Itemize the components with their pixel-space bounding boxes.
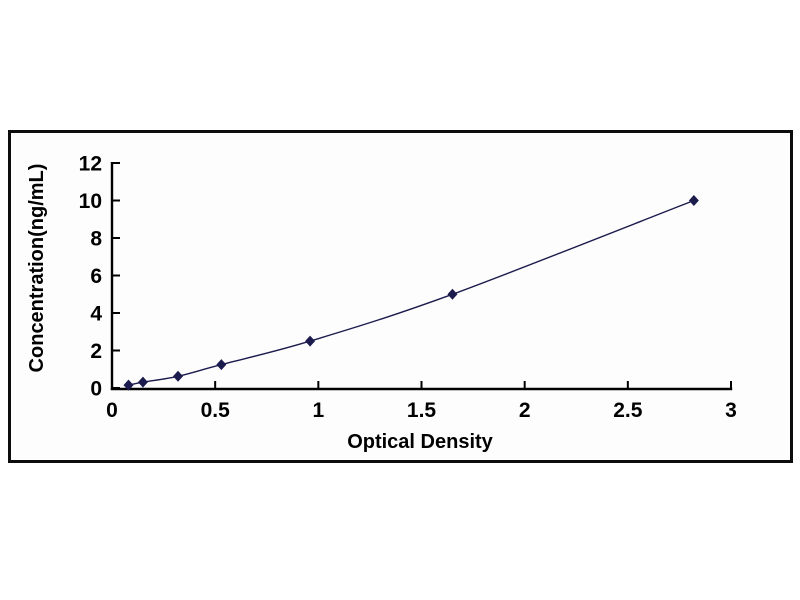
data-point-marker (216, 359, 227, 371)
series-line (128, 199, 695, 386)
x-tick-label: 1.5 (407, 399, 437, 422)
data-point-marker (173, 370, 184, 382)
data-point-marker (305, 335, 316, 347)
x-tick-label: 3 (725, 399, 737, 422)
y-tick-label: 6 (90, 265, 102, 288)
y-tick-label: 0 (90, 378, 102, 401)
y-tick-label: 12 (79, 153, 102, 176)
data-series (123, 195, 699, 391)
data-point-marker (137, 376, 148, 388)
x-tick-label: 0.5 (201, 399, 231, 422)
x-tick-label: 2 (519, 399, 531, 422)
axes (110, 162, 733, 391)
data-point-marker (447, 288, 458, 300)
y-axis-title: Concentration(ng/mL) (26, 164, 48, 373)
y-tick-label: 8 (90, 228, 102, 251)
chart-figure: 0 0.5 1 1.5 2 2.5 3 0 2 4 6 8 10 12 Optical Density C… (8, 130, 793, 463)
data-point-marker (123, 379, 134, 391)
y-tick-label: 4 (90, 303, 102, 326)
y-tick-label: 2 (90, 340, 102, 363)
standard-curve-chart: 0 0.5 1 1.5 2 2.5 3 0 2 4 6 8 10 12 Optical Density C… (26, 153, 737, 453)
x-tick-label: 2.5 (613, 399, 643, 422)
x-tick-label: 0 (106, 399, 118, 422)
axis-tick-labels: 0 0.5 1 1.5 2 2.5 3 0 2 4 6 8 10 12 (79, 153, 737, 422)
data-point-marker (688, 195, 699, 206)
y-tick-label: 10 (79, 190, 102, 213)
x-tick-label: 1 (312, 399, 324, 422)
x-axis-title: Optical Density (347, 431, 493, 453)
axis-ticks (112, 162, 732, 389)
